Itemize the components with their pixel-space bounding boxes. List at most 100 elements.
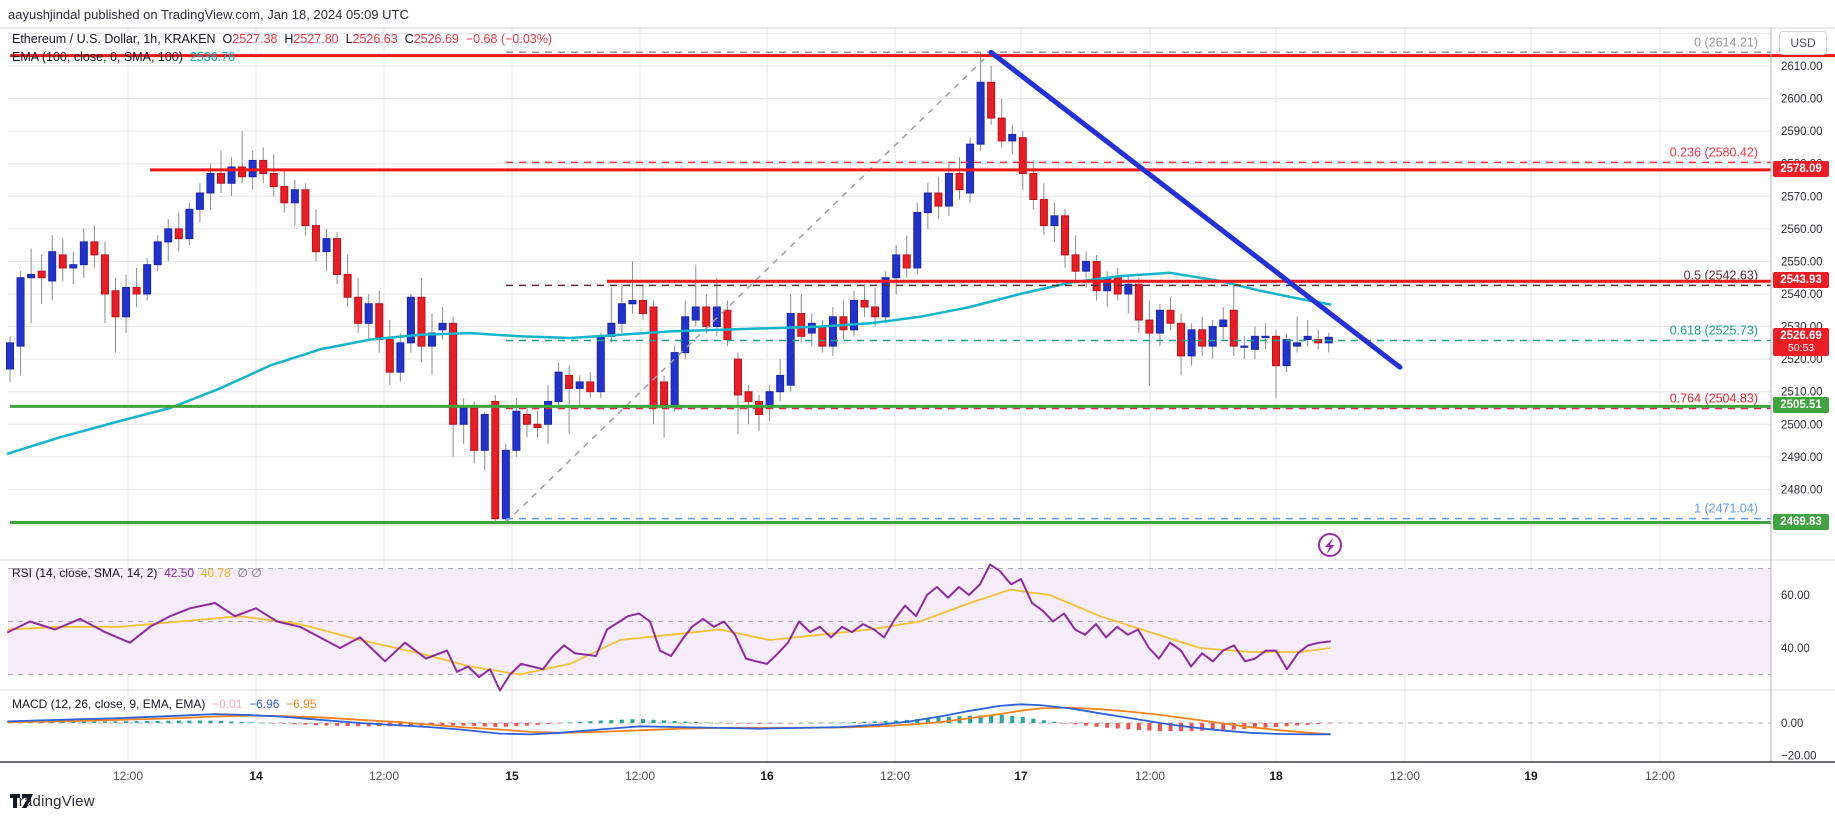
macd-hist-value: −0.01 (212, 697, 243, 711)
macd-histogram-bar (176, 720, 181, 723)
time-axis-label[interactable]: 14 (249, 769, 263, 783)
candlestick (881, 277, 890, 318)
macd-histogram-bar (757, 723, 762, 724)
candlestick (723, 309, 732, 341)
macd-histogram-bar (936, 717, 941, 723)
time-axis-label[interactable]: 12:00 (369, 769, 399, 783)
price-axis-label: 2500.00 (1781, 419, 1823, 431)
macd-histogram-bar (630, 719, 635, 723)
candlestick (1272, 335, 1280, 367)
candlestick (554, 371, 563, 402)
candlestick (333, 238, 342, 275)
rsi-legend[interactable]: RSI (14, close, SMA, 14, 2) 42.50 40.78 … (12, 566, 262, 580)
candlestick (786, 313, 795, 386)
ohlc-l-value: 2526.63 (352, 32, 398, 46)
rsi-empty-values: ∅ ∅ (237, 566, 262, 580)
time-axis-label[interactable]: 12:00 (880, 769, 910, 783)
fib-level-label: 0.764 (2504.83) (1670, 392, 1758, 406)
candlestick (48, 251, 57, 282)
macd-histogram-bar (1179, 723, 1184, 732)
time-axis-label[interactable]: 16 (760, 769, 774, 783)
candlestick (1303, 335, 1312, 341)
rsi-axis-label: 60.00 (1781, 590, 1810, 602)
macd-histogram-bar (598, 720, 603, 723)
time-axis-label[interactable]: 12:00 (113, 769, 143, 783)
candlestick (913, 212, 922, 269)
currency-toggle-button[interactable]: USD (1779, 31, 1827, 55)
macd-histogram-bar (503, 723, 508, 727)
macd-histogram-bar (852, 722, 856, 723)
ohlc-c-value: 2526.69 (413, 32, 459, 46)
time-axis-label[interactable]: 12:00 (625, 769, 655, 783)
macd-histogram-bar (451, 723, 456, 726)
macd-histogram-bar (883, 721, 888, 723)
descending-trendline (988, 49, 1403, 370)
candlestick (944, 172, 953, 207)
macd-label: MACD (12, 26, close, 9, EMA, EMA) (12, 697, 206, 711)
time-axis-label[interactable]: 19 (1524, 769, 1538, 783)
symbol-legend[interactable]: Ethereum / U.S. Dollar, 1h, KRAKEN O2527… (12, 32, 552, 46)
price-level-badge: 2469.83 (1773, 513, 1829, 530)
candlestick (1240, 345, 1249, 348)
time-axis-label[interactable]: 15 (505, 769, 519, 783)
ohlc-o-label: O (222, 32, 233, 46)
macd-histogram-bar (461, 723, 466, 726)
fib-level-label: 1 (2471.04) (1694, 502, 1758, 516)
candlestick (206, 172, 215, 194)
ema-legend[interactable]: EMA (100, close, 0, SMA, 100) 2536.76 (12, 50, 235, 64)
macd-histogram-bar (535, 723, 540, 725)
candlestick (238, 166, 247, 178)
macd-histogram-bar (292, 723, 297, 725)
candlestick (37, 270, 46, 279)
rsi-label: RSI (14, close, SMA, 14, 2) (12, 566, 158, 580)
macd-histogram-bar (767, 723, 772, 724)
candlestick (902, 254, 911, 269)
time-axis-label[interactable]: 12:00 (1135, 769, 1165, 783)
candlestick (322, 238, 331, 253)
macd-histogram-bar (999, 715, 1004, 723)
candlestick (639, 300, 647, 315)
candlestick (776, 374, 785, 393)
macd-signal-line (7, 706, 1331, 736)
rsi-sma-line (7, 588, 1331, 676)
price-axis-label: 2550.00 (1781, 256, 1823, 268)
macd-histogram-bar (1147, 723, 1152, 731)
price-axis-label: 2590.00 (1781, 126, 1823, 138)
macd-histogram-bar (356, 723, 361, 727)
price-level-badge: 2505.51 (1773, 397, 1829, 414)
macd-legend[interactable]: MACD (12, 26, close, 9, EMA, EMA) −0.01 … (12, 697, 317, 711)
candlestick (1229, 309, 1238, 347)
macd-histogram-bar (820, 722, 825, 724)
candlestick (290, 189, 299, 204)
candlestick (111, 290, 120, 318)
footer[interactable]: TradingView (10, 793, 95, 810)
time-axis-label[interactable]: 12:00 (1390, 769, 1420, 783)
candlestick (533, 423, 542, 429)
time-axis-label[interactable]: 17 (1014, 769, 1028, 783)
macd-histogram-bar (946, 716, 951, 723)
candlestick (227, 166, 236, 184)
ema-label: EMA (100, close, 0, SMA, 100) (12, 50, 183, 64)
bar-countdown: 50:53 (1787, 342, 1815, 355)
fib-level-label: 0 (2614.21) (1694, 35, 1758, 49)
macd-histogram-bar (662, 720, 667, 723)
candlestick (449, 322, 458, 425)
time-axis-label[interactable]: 18 (1269, 769, 1283, 783)
macd-histogram-bar (546, 723, 551, 724)
time-axis-label[interactable]: 12:00 (1645, 769, 1675, 783)
candlestick (417, 296, 426, 347)
macd-histogram-bar (1221, 723, 1226, 731)
candlestick (617, 303, 626, 324)
candlestick (301, 189, 310, 227)
candlestick (575, 381, 584, 389)
candlestick (491, 400, 500, 520)
macd-histogram-bar (1168, 723, 1173, 732)
fib-trend-diagonal (505, 51, 992, 523)
macd-histogram-bar (1073, 723, 1078, 725)
macd-histogram-bar (514, 723, 519, 727)
ohlc-c-label: C (404, 32, 414, 46)
candlestick (470, 407, 479, 451)
macd-histogram-bar (567, 722, 572, 723)
price-axis-label: 2610.00 (1781, 61, 1823, 73)
